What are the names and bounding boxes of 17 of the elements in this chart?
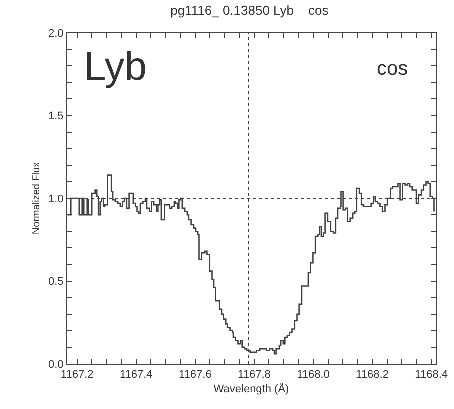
x-tick-label: 1168.0 bbox=[297, 369, 330, 382]
x-tick-label: 1167.2 bbox=[60, 369, 94, 382]
y-tick-label: 1.0 bbox=[48, 193, 64, 206]
x-tick-label: 1168.2 bbox=[356, 369, 389, 382]
y-axis-title: Normalized Flux bbox=[32, 162, 43, 235]
x-tick-label: 1168.4 bbox=[415, 369, 448, 382]
x-tick-label: 1167.8 bbox=[238, 369, 271, 382]
y-tick-label: 0.0 bbox=[48, 358, 64, 371]
x-tick-label: 1167.4 bbox=[120, 369, 153, 382]
y-tick-label: 2.0 bbox=[48, 28, 64, 40]
x-axis-title: Wavelength (Å) bbox=[214, 382, 290, 396]
x-tick-label: 1167.6 bbox=[178, 369, 212, 382]
annotation: cos bbox=[377, 58, 408, 80]
annotation: Lyb bbox=[84, 45, 148, 89]
y-tick-label: 1.5 bbox=[48, 110, 64, 123]
y-tick-label: 0.5 bbox=[48, 276, 64, 288]
chart-title: pg1116_ 0.13850 Lyb cos bbox=[170, 3, 330, 18]
